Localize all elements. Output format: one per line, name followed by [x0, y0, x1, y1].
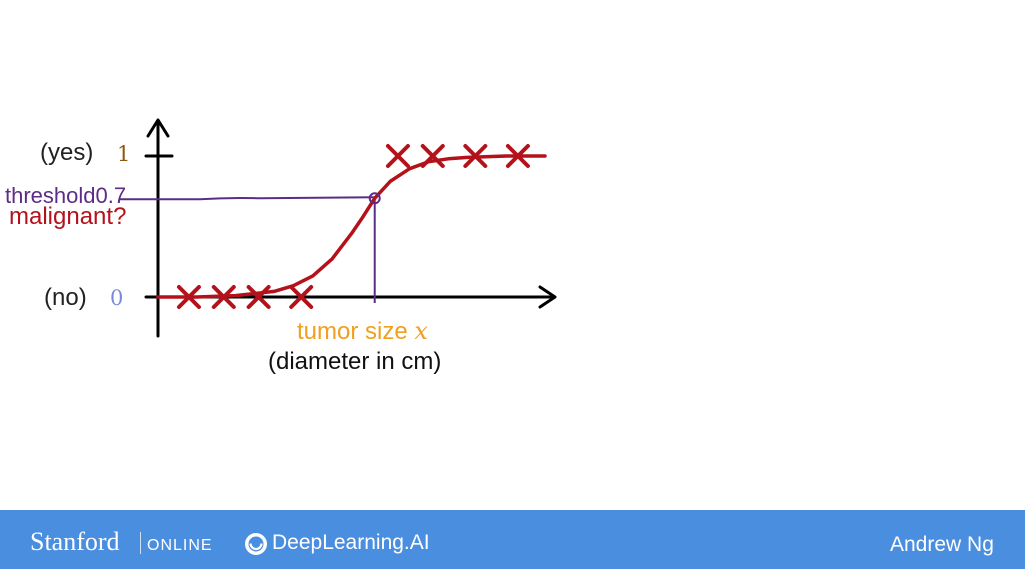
stanford-logo-text: Stanford: [30, 527, 120, 556]
x-marker: [463, 144, 488, 168]
x-marker: [246, 285, 271, 309]
y-tick-no-prefix-text: (no): [44, 284, 87, 311]
x-axis-variable: x: [414, 317, 428, 345]
y-tick-yes-prefix-text: (yes): [40, 139, 94, 166]
x-axis-label-text: tumor size: [297, 318, 408, 345]
author-name: Andrew Ng: [890, 533, 994, 556]
x-marker-stroke-b: [463, 144, 488, 168]
x-marker: [289, 285, 314, 309]
data-points: [176, 144, 530, 309]
x-marker: [420, 144, 445, 168]
x-marker-stroke-b: [211, 285, 236, 309]
x-marker-stroke-b: [289, 285, 314, 309]
threshold-intersection-marker: [368, 192, 381, 205]
x-marker-stroke-b: [176, 285, 201, 309]
y-axis-arrow: [146, 118, 170, 138]
curve-layer: [156, 154, 547, 299]
x-axis-label: tumor size x: [297, 317, 428, 346]
threshold-word: threshold: [5, 183, 96, 208]
deeplearning-logo-icon: [245, 533, 267, 555]
threshold-value: 0.7: [95, 183, 127, 208]
threshold-horizontal-line: [120, 196, 375, 201]
sigmoid-plot: [120, 118, 557, 338]
x-marker: [211, 285, 236, 309]
x-marker: [176, 285, 201, 309]
x-marker-stroke-b: [420, 144, 445, 168]
y-tick-1-label: 1: [117, 142, 131, 166]
x-marker-stroke-b: [246, 285, 271, 309]
x-marker-stroke-b: [505, 144, 530, 168]
footer-bar: Stanford ONLINE DeepLearning.AI Andrew N…: [0, 510, 1025, 569]
x-axis-arrow: [538, 285, 557, 309]
sigmoid-curve: [156, 154, 547, 299]
x-axis-sublabel: (diameter in cm): [268, 348, 442, 375]
y-axis-label: malignant?: [9, 203, 127, 230]
deeplearning-logo-text: DeepLearning.AI: [272, 531, 430, 554]
online-logo-text: ONLINE: [147, 537, 213, 554]
y-tick-yes-prefix: (yes): [40, 139, 93, 167]
threshold-label: threshold0.7: [5, 183, 126, 209]
threshold-guides: [120, 196, 376, 303]
logo-divider: [140, 532, 141, 554]
y-tick-no-prefix: (no): [44, 284, 87, 312]
axes: [144, 118, 557, 338]
y-tick-0-label: 0: [110, 286, 124, 310]
x-marker: [505, 144, 530, 168]
lecture-slide: (yes) 1 threshold0.7 malignant? (no) 0 t…: [5, 118, 557, 375]
x-marker: [385, 144, 410, 168]
x-marker-stroke-b: [385, 144, 410, 168]
